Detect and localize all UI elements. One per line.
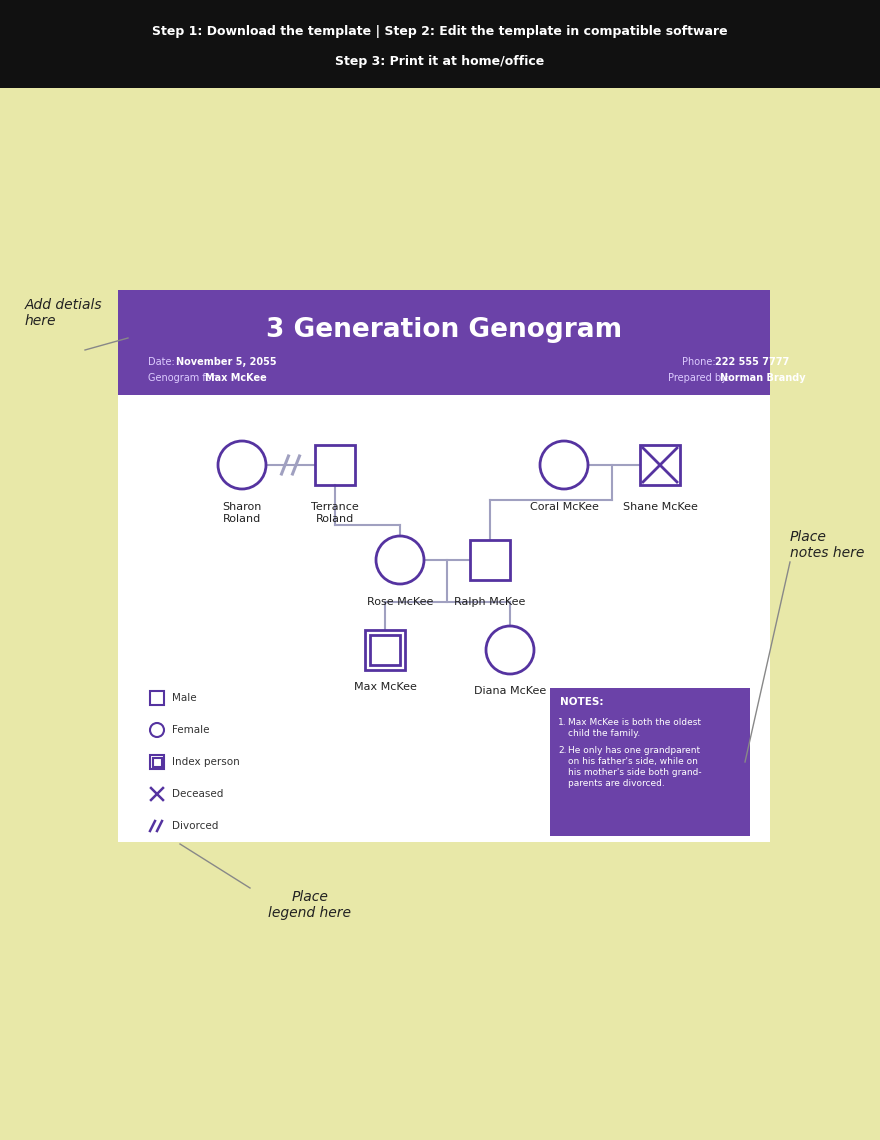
Text: Sharon
Roland: Sharon Roland [223,502,261,523]
Text: Deceased: Deceased [172,789,224,799]
Text: Divorced: Divorced [172,821,218,831]
Text: 222 555 7777: 222 555 7777 [715,357,789,367]
Text: 3 Generation Genogram: 3 Generation Genogram [266,317,622,343]
Text: NOTES:: NOTES: [560,697,604,707]
Bar [118,290,770,842]
Bar [118,290,770,394]
Bar [470,540,510,580]
Text: Index person: Index person [172,757,239,767]
Text: his mother's side both grand-: his mother's side both grand- [568,768,701,777]
Text: Max McKee: Max McKee [205,373,267,383]
Text: Max McKee is both the oldest: Max McKee is both the oldest [568,718,701,727]
Bar [550,689,750,836]
Text: Add detials
here: Add detials here [25,298,103,328]
Bar [0,0,880,88]
Text: Place
notes here: Place notes here [790,530,864,560]
Bar [365,630,405,670]
Text: Prepared by:: Prepared by: [668,373,732,383]
Text: Step 1: Download the template | Step 2: Edit the template in compatible software: Step 1: Download the template | Step 2: … [152,25,728,39]
Text: 1.: 1. [558,718,567,727]
Text: Diana McKee: Diana McKee [473,686,546,697]
Text: Step 3: Print it at home/office: Step 3: Print it at home/office [335,56,545,68]
Text: Ralph McKee: Ralph McKee [454,597,525,606]
Text: Norman Brandy: Norman Brandy [720,373,805,383]
Text: Shane McKee: Shane McKee [622,502,698,512]
Text: Max McKee: Max McKee [354,682,416,692]
Text: 2.: 2. [558,746,567,755]
Text: Female: Female [172,725,209,735]
Text: Genogram for:: Genogram for: [148,373,222,383]
Text: Rose McKee: Rose McKee [367,597,433,606]
Text: November 5, 2055: November 5, 2055 [176,357,276,367]
Bar [370,635,400,665]
Bar [150,755,164,770]
Bar [640,445,680,484]
Bar [150,691,164,705]
Bar [152,757,162,766]
Text: Male: Male [172,693,196,703]
Text: He only has one grandparent: He only has one grandparent [568,746,700,755]
Bar [315,445,355,484]
Text: Date:: Date: [148,357,178,367]
Text: Coral McKee: Coral McKee [530,502,598,512]
Text: child the family.: child the family. [568,728,641,738]
Text: on his father's side, while on: on his father's side, while on [568,757,698,766]
Text: Place
legend here: Place legend here [268,890,351,920]
Text: parents are divorced.: parents are divorced. [568,779,664,788]
Text: Phone:: Phone: [682,357,719,367]
Text: Terrance
Roland: Terrance Roland [312,502,359,523]
